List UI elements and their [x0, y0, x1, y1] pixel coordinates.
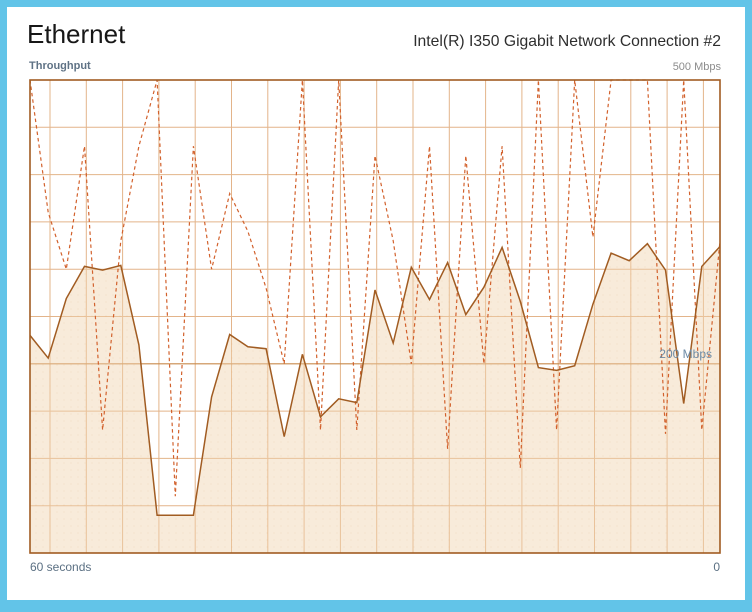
svg-text:0: 0 [713, 560, 720, 574]
svg-text:60 seconds: 60 seconds [30, 560, 91, 574]
svg-text:200 Mbps: 200 Mbps [659, 347, 712, 361]
